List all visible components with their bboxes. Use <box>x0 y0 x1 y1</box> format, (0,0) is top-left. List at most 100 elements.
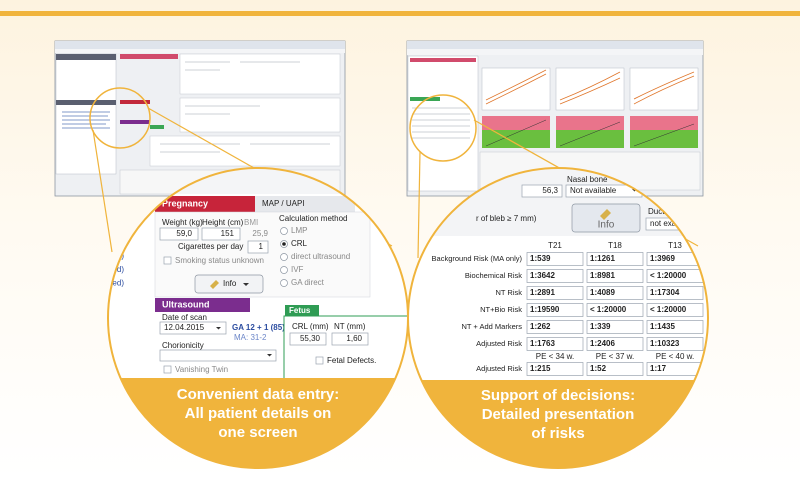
cell-value: 1:4089 <box>590 288 615 297</box>
column-header: PE < 37 w. <box>596 352 634 361</box>
label: Weight (kg) <box>162 218 203 227</box>
column-header: PE < 40 w. <box>656 352 694 361</box>
radio-dot <box>282 242 286 246</box>
checkbox[interactable] <box>163 256 172 265</box>
input-value: 1 <box>259 242 264 251</box>
icon <box>210 280 219 289</box>
cell-value: 1:2406 <box>590 339 615 348</box>
caption: Support of decisions: <box>481 387 635 404</box>
label: Vanishing Twin <box>175 365 228 374</box>
cell-value: 1:19590 <box>530 305 560 314</box>
radio-label: LMP <box>291 226 307 235</box>
caption: one screen <box>218 424 297 441</box>
list-item: edited) <box>100 279 125 288</box>
label: Height (cm) <box>202 218 244 227</box>
radio-label: CRL <box>291 239 308 248</box>
cell <box>586 362 644 376</box>
cell-value: 1:539 <box>530 254 551 263</box>
input[interactable] <box>521 184 563 198</box>
row-label: Adjusted Risk <box>476 364 522 373</box>
label: NT (mm) <box>334 322 366 331</box>
cell <box>586 303 644 317</box>
cell <box>526 337 584 351</box>
cell <box>586 320 644 334</box>
button-label: Info <box>598 220 615 231</box>
radio[interactable] <box>280 266 288 274</box>
cell-value: 1:262 <box>530 322 551 331</box>
date-input[interactable] <box>159 321 227 335</box>
cell-value: 1:1435 <box>650 322 675 331</box>
row-label: NT Risk <box>495 288 522 297</box>
output-value: 25,9 <box>252 229 268 238</box>
select[interactable] <box>159 349 277 362</box>
input[interactable] <box>247 240 269 254</box>
tab[interactable]: MAP / UAPI <box>262 199 305 208</box>
icon <box>600 209 611 220</box>
label: Date of scan <box>162 313 207 322</box>
cell-value: 1:215 <box>530 364 551 373</box>
cell-value: 1:1261 <box>590 254 615 263</box>
button-label: Info <box>223 279 237 288</box>
caption: Convenient data entry: <box>177 386 340 403</box>
cell <box>526 286 584 300</box>
row-label: NT+Bio Risk <box>480 305 522 314</box>
cell-value: 1:17304 <box>650 288 680 297</box>
cell <box>646 320 704 334</box>
cell <box>526 320 584 334</box>
label: Chorionicity <box>162 341 204 350</box>
cell <box>526 269 584 283</box>
cell-value: 1:3969 <box>650 254 675 263</box>
section-header: Ultrasound <box>162 299 210 309</box>
column-header: T21 <box>548 241 562 250</box>
cell <box>526 362 584 376</box>
cell-value: < 1:20000 <box>650 271 687 280</box>
button[interactable] <box>194 274 264 294</box>
row-label: NT + Add Markers <box>461 322 522 331</box>
column-header: T18 <box>608 241 622 250</box>
label: Calculation method <box>279 214 347 223</box>
ga-label: GA 12 + 1 (85) <box>232 323 285 332</box>
input[interactable] <box>159 227 199 241</box>
input-value: 59,0 <box>176 229 192 238</box>
left-zoom-marker <box>89 87 151 149</box>
cell-value: 1:10323 <box>650 339 680 348</box>
checkbox[interactable] <box>163 365 172 374</box>
dropdown-arrow <box>243 283 249 286</box>
label: r of bleb ≥ 7 mm) <box>476 214 537 223</box>
input-value: 55,30 <box>300 334 321 343</box>
cell-value: 1:17 <box>650 364 667 373</box>
checkbox[interactable] <box>315 356 324 365</box>
cell-value: 1:1763 <box>530 339 555 348</box>
label: CRL (mm) <box>292 322 329 331</box>
input-value: 151 <box>221 229 235 238</box>
label: Smoking status unknown <box>175 256 264 265</box>
cell <box>526 303 584 317</box>
cell-value: 1:52 <box>590 364 607 373</box>
cell-value: 1:8981 <box>590 271 615 280</box>
cell-value: < 1:20000 <box>590 305 627 314</box>
cell <box>646 303 704 317</box>
caption: of risks <box>531 425 584 442</box>
cell <box>586 286 644 300</box>
radio[interactable] <box>280 227 288 235</box>
radio[interactable] <box>280 253 288 261</box>
cell-value: 1:2891 <box>530 288 555 297</box>
right-magnifier-ring <box>407 167 709 469</box>
label: Cigarettes per day <box>178 242 243 251</box>
input[interactable] <box>289 332 327 346</box>
input[interactable] <box>201 227 241 241</box>
cell <box>586 269 644 283</box>
column-header: T13 <box>668 241 682 250</box>
radio[interactable] <box>280 279 288 287</box>
input[interactable] <box>331 332 369 346</box>
cell <box>526 252 584 266</box>
label: Nasal bone <box>567 175 608 184</box>
radio-label: GA direct <box>291 278 325 287</box>
cell-value: 1:339 <box>590 322 611 331</box>
input-value: 1,60 <box>346 334 362 343</box>
cell <box>646 337 704 351</box>
dropdown-arrow <box>267 354 272 357</box>
input-value: 56,3 <box>542 186 558 195</box>
tab-active[interactable]: Pregnancy <box>162 198 208 208</box>
